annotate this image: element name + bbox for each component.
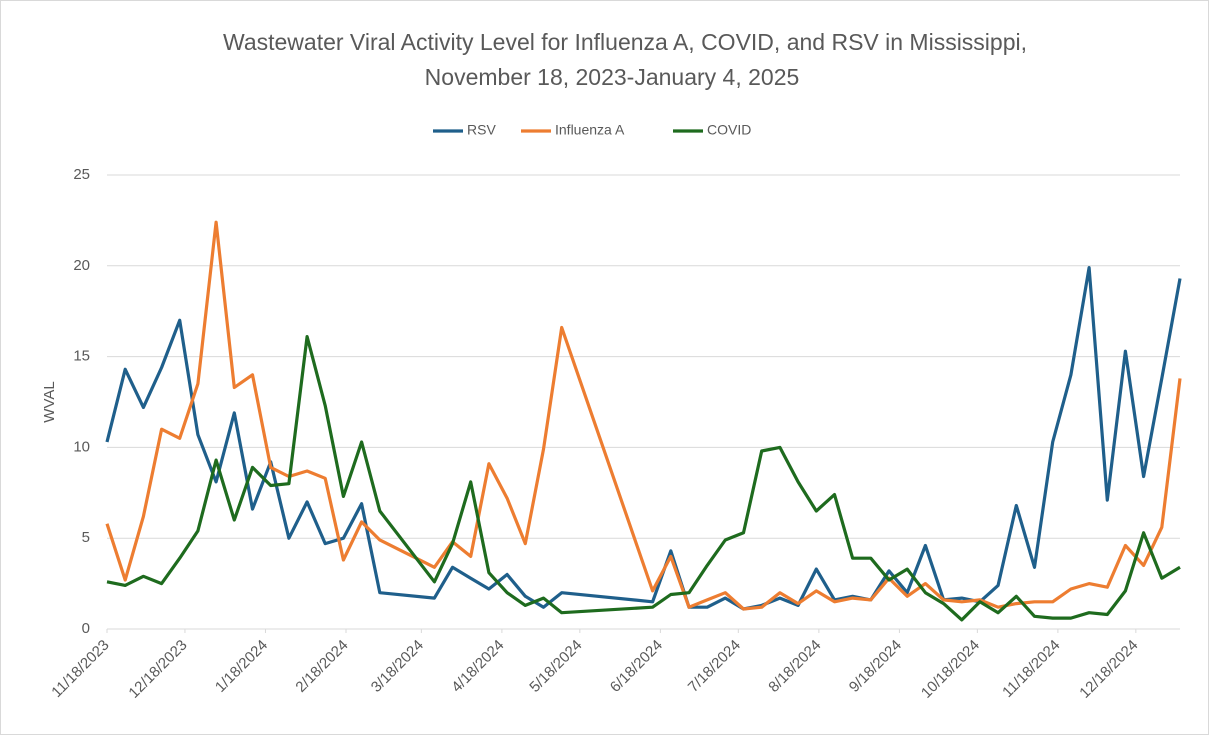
line-series bbox=[105, 266, 1182, 611]
chart-title: Wastewater Viral Activity Level for Infl… bbox=[223, 29, 1027, 55]
y-tick-label: 10 bbox=[73, 438, 90, 455]
y-tick-label: 5 bbox=[82, 529, 90, 546]
line-series bbox=[106, 335, 1181, 622]
y-tick-label: 25 bbox=[73, 166, 90, 183]
legend-label: RSV bbox=[467, 122, 496, 138]
legend-label: Influenza A bbox=[555, 122, 625, 138]
line-series bbox=[105, 220, 1182, 611]
y-tick-label: 20 bbox=[73, 257, 90, 274]
y-tick-label: 0 bbox=[82, 620, 90, 637]
y-tick-label: 15 bbox=[73, 348, 90, 365]
y-axis-label: WVAL bbox=[41, 381, 58, 422]
legend-label: COVID bbox=[707, 122, 751, 138]
chart-title: November 18, 2023-January 4, 2025 bbox=[425, 64, 800, 90]
